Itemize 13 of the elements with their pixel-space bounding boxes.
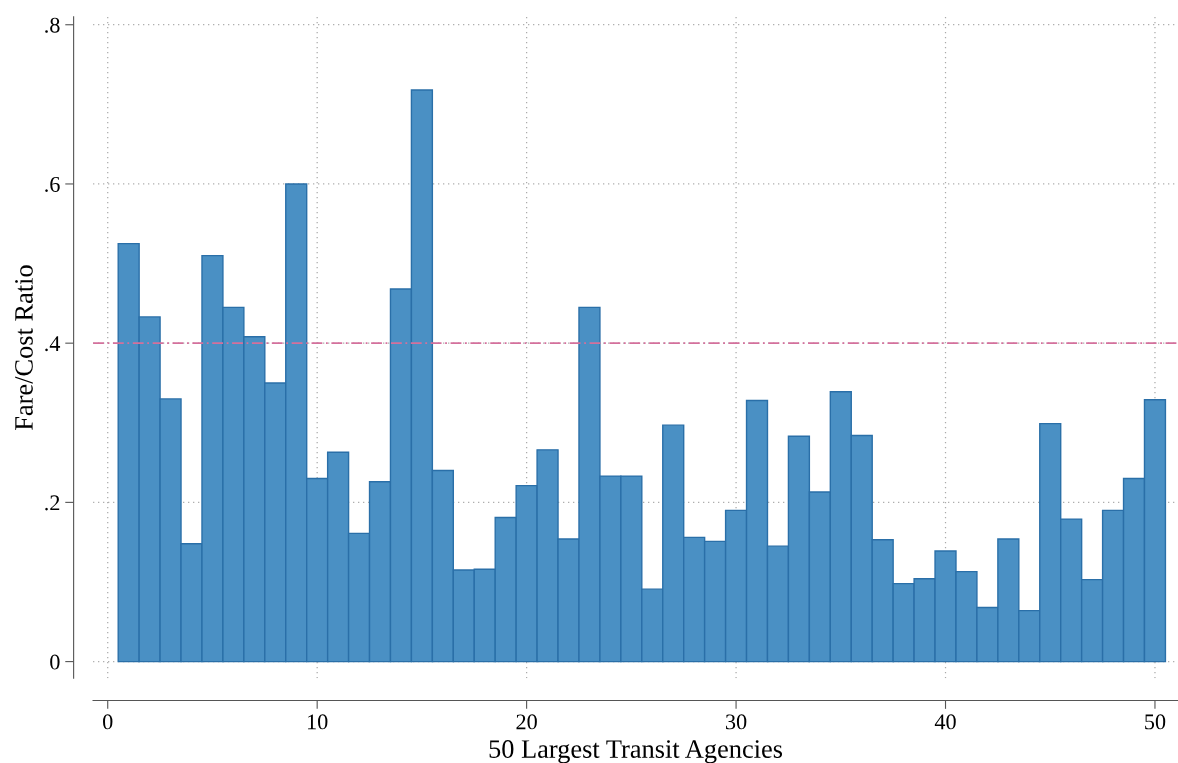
y-tick-label: .4 xyxy=(45,336,61,352)
x-tick-label: 20 xyxy=(516,714,537,730)
y-tick-label: .2 xyxy=(45,495,60,511)
y-tick-label: .6 xyxy=(45,176,60,192)
x-tick-label: 30 xyxy=(726,714,747,730)
y-tick-label: 0 xyxy=(50,654,60,670)
y-axis-title: Fare/Cost Ratio xyxy=(15,265,33,430)
x-tick-label: 10 xyxy=(308,714,328,730)
x-tick-label: 0 xyxy=(103,714,113,730)
x-tick-label: 50 xyxy=(1145,714,1166,730)
x-tick-label: 40 xyxy=(934,714,956,730)
x-axis-title: 50 Largest Transit Agencies xyxy=(489,740,783,763)
y-tick-label: .8 xyxy=(45,17,60,33)
